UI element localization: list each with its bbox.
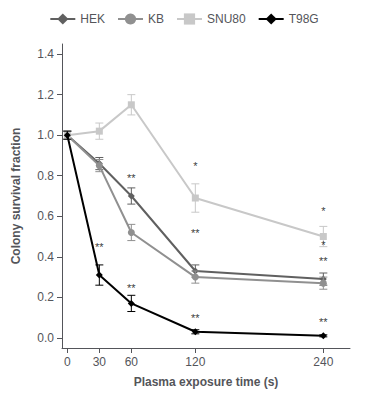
svg-text:**: ** — [191, 227, 200, 239]
svg-text:*: * — [321, 239, 326, 251]
svg-text:**: ** — [319, 255, 328, 267]
svg-text:Colony survival fraction: Colony survival fraction — [9, 128, 23, 265]
svg-text:HEK: HEK — [80, 12, 105, 26]
svg-text:30: 30 — [93, 355, 107, 369]
svg-text:T98G: T98G — [289, 12, 319, 26]
svg-text:1.0: 1.0 — [37, 128, 54, 142]
svg-text:120: 120 — [185, 355, 205, 369]
svg-text:0.0: 0.0 — [37, 331, 54, 345]
svg-text:1.2: 1.2 — [37, 88, 54, 102]
svg-text:**: ** — [127, 282, 136, 294]
svg-text:240: 240 — [313, 355, 333, 369]
svg-text:**: ** — [191, 312, 200, 324]
svg-text:0.2: 0.2 — [37, 290, 54, 304]
svg-text:*: * — [321, 205, 326, 217]
svg-text:**: ** — [95, 241, 104, 253]
svg-text:60: 60 — [125, 355, 139, 369]
svg-text:Plasma exposure time (s): Plasma exposure time (s) — [134, 375, 279, 389]
svg-text:SNU80: SNU80 — [207, 12, 246, 26]
svg-text:**: ** — [319, 316, 328, 328]
svg-text:KB: KB — [148, 12, 164, 26]
svg-text:0.6: 0.6 — [37, 209, 54, 223]
svg-text:0: 0 — [64, 355, 71, 369]
svg-text:0.4: 0.4 — [37, 250, 54, 264]
svg-text:1.4: 1.4 — [37, 47, 54, 61]
svg-text:**: ** — [127, 172, 136, 184]
svg-text:0.8: 0.8 — [37, 169, 54, 183]
svg-text:*: * — [193, 160, 198, 172]
